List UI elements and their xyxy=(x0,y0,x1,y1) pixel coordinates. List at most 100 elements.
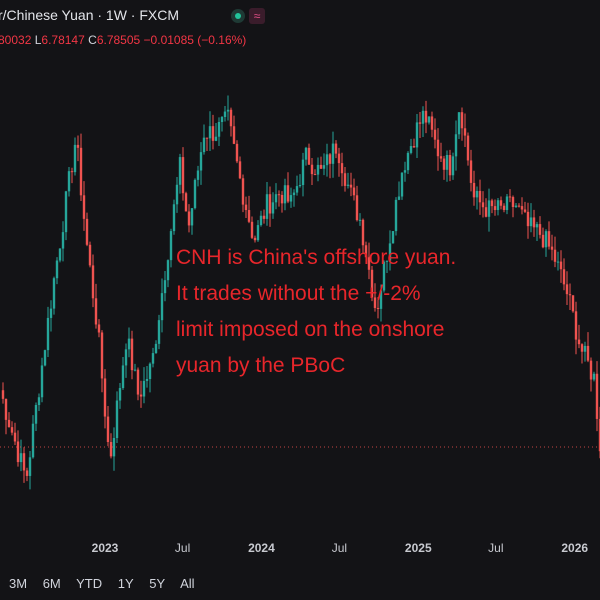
candle-body xyxy=(571,295,575,312)
candle-series xyxy=(1,95,600,490)
candle-body xyxy=(517,205,521,207)
range-6m-button[interactable]: 6M xyxy=(42,576,61,591)
candle-body xyxy=(52,278,56,309)
candle-body xyxy=(529,217,533,227)
candle-body xyxy=(118,388,122,401)
candle-body xyxy=(190,208,194,226)
candle-body xyxy=(241,178,245,205)
candle-body xyxy=(589,360,593,380)
range-3m-button[interactable]: 3M xyxy=(9,576,28,591)
open-value: 80032 xyxy=(0,33,32,47)
candle-body xyxy=(292,192,296,196)
range-ytd-button[interactable]: YTD xyxy=(76,576,103,591)
candle-body xyxy=(181,157,185,194)
chart-annotation: CNH is China's offshore yuan. It trades … xyxy=(176,240,456,384)
candle-body xyxy=(121,365,125,389)
candle-body xyxy=(559,261,563,270)
candle-body xyxy=(298,184,302,187)
candle-body xyxy=(94,298,98,325)
candle-body xyxy=(568,294,572,296)
candle-body xyxy=(346,184,350,186)
candle-body xyxy=(205,137,209,139)
candle-body xyxy=(343,173,347,186)
candle-body xyxy=(247,210,251,222)
candle-body xyxy=(514,205,518,207)
candle-body xyxy=(421,110,425,124)
candle-body xyxy=(97,324,101,333)
candle-body xyxy=(520,206,524,210)
candle-body xyxy=(4,398,8,420)
x-tick-label: 2024 xyxy=(248,541,275,555)
candle-body xyxy=(295,186,299,193)
candle-body xyxy=(580,344,584,352)
range-1y-button[interactable]: 1Y xyxy=(117,576,134,591)
x-tick-label: Jul xyxy=(174,541,191,555)
candle-body xyxy=(280,194,284,204)
candle-body xyxy=(49,308,53,318)
symbol-title[interactable]: r/Chinese Yuan · 1W · FXCM xyxy=(0,7,180,23)
candle-body xyxy=(268,194,272,214)
candle-body xyxy=(160,293,164,321)
candle-body xyxy=(28,457,32,476)
candle-body xyxy=(442,158,446,170)
candle-body xyxy=(496,200,500,211)
market-status-icon[interactable] xyxy=(231,9,245,23)
candle-body xyxy=(253,237,257,241)
candle-body xyxy=(61,232,65,249)
candle-body xyxy=(331,143,335,164)
candle-body xyxy=(31,423,35,458)
candle-body xyxy=(418,122,422,124)
candle-body xyxy=(484,207,488,217)
candle-body xyxy=(220,116,224,123)
candle-body xyxy=(199,152,203,171)
candle-body xyxy=(154,343,158,354)
range-5y-button[interactable]: 5Y xyxy=(149,576,166,591)
wave-icon[interactable]: ≈ xyxy=(249,8,265,24)
candle-body xyxy=(454,134,458,157)
candle-body xyxy=(427,116,431,123)
candle-body xyxy=(145,379,149,381)
candle-body xyxy=(217,122,221,137)
candle-body xyxy=(403,170,407,173)
close-value: 6.78505 xyxy=(96,33,141,47)
candle-body xyxy=(574,311,578,340)
candle-body xyxy=(133,369,137,371)
candle-body xyxy=(313,174,317,176)
candle-body xyxy=(556,261,560,263)
x-tick-label: 2023 xyxy=(91,541,119,555)
candle-body xyxy=(178,157,182,185)
candle-body xyxy=(319,164,323,169)
candle-body xyxy=(478,190,482,203)
candle-body xyxy=(10,427,14,433)
candle-body xyxy=(244,204,248,211)
x-tick-label: Jul xyxy=(331,541,348,555)
candle-body xyxy=(169,231,173,261)
candle-body xyxy=(577,339,581,345)
candle-body xyxy=(166,260,170,281)
candle-body xyxy=(385,260,389,262)
candle-body xyxy=(286,185,290,202)
candle-body xyxy=(460,112,464,129)
candle-body xyxy=(361,219,365,246)
candle-body xyxy=(256,225,260,241)
candle-body xyxy=(337,153,341,164)
candle-body xyxy=(493,206,497,211)
candle-body xyxy=(100,332,104,379)
candle-body xyxy=(316,164,320,175)
candle-body xyxy=(301,159,305,185)
candle-body xyxy=(592,373,596,380)
range-selector: 3M 6M YTD 1Y 5Y All xyxy=(9,576,207,591)
candle-body xyxy=(367,257,371,270)
candle-body xyxy=(370,269,374,298)
candle-body xyxy=(277,194,281,196)
candle-body xyxy=(409,146,413,153)
candle-body xyxy=(58,248,62,261)
candle-body xyxy=(595,373,599,419)
candle-body xyxy=(532,217,536,228)
candle-body xyxy=(79,147,83,196)
candle-body xyxy=(271,202,275,214)
range-all-button[interactable]: All xyxy=(180,576,195,591)
candle-body xyxy=(187,211,191,226)
candle-body xyxy=(22,453,26,471)
